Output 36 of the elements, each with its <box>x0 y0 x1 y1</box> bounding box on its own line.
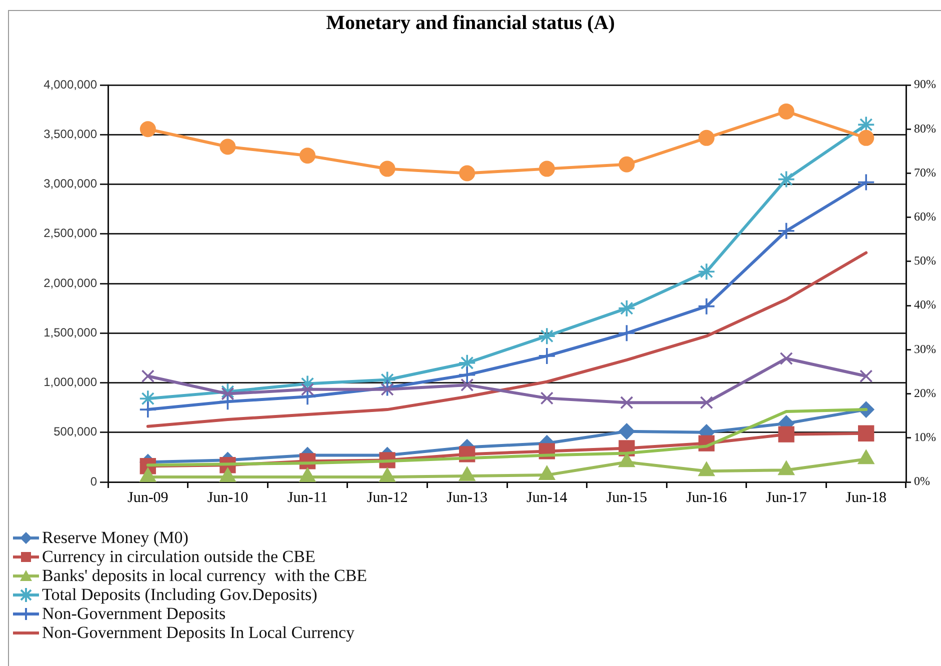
y-tick-label: 2,000,000 <box>44 276 98 290</box>
x-tick-label: Jun-18 <box>846 490 887 506</box>
y2-tick-label: 60% <box>914 209 936 224</box>
chart-title: Monetary and financial status (A) <box>326 12 615 34</box>
y2-tick-label: 40% <box>914 298 936 312</box>
y2-tick-label: 70% <box>914 165 936 180</box>
y-tick-label: 2,500,000 <box>44 226 98 240</box>
y2-tick-label: 90% <box>914 77 936 92</box>
y-tick-label: 0 <box>90 474 98 488</box>
x-tick-label: Jun-17 <box>766 490 808 506</box>
x-tick-label: Jun-14 <box>526 490 568 506</box>
y2-tick-label: 10% <box>914 430 936 444</box>
y-tick-label: 4,000,000 <box>44 77 98 92</box>
y-tick-label: 3,000,000 <box>44 176 98 191</box>
y-tick-label: 3,500,000 <box>44 126 98 141</box>
y-tick-label: 500,000 <box>54 424 98 439</box>
y2-tick-label: 0% <box>914 474 930 488</box>
legend-label: Banks' deposits in local currency with the CBE <box>42 566 368 586</box>
x-tick-label: Jun-09 <box>127 490 168 506</box>
x-tick-label: Jun-16 <box>686 490 728 506</box>
y-tick-label: 1,500,000 <box>44 325 98 340</box>
x-tick-label: Jun-12 <box>366 490 408 506</box>
legend-label: Non-Government Deposits <box>42 604 226 624</box>
x-tick-label: Jun-11 <box>287 490 328 506</box>
x-tick-label: Jun-10 <box>207 490 248 506</box>
y2-tick-label: 30% <box>914 342 936 356</box>
legend-label: Non-Government Deposits In Local Currency <box>42 622 355 642</box>
y-tick-label: 1,000,000 <box>44 375 98 390</box>
legend-label: Total Deposits (Including Gov.Deposits) <box>42 584 318 604</box>
x-tick-label: Jun-15 <box>606 490 648 506</box>
legend-label: Currency in circulation outside the CBE <box>42 546 316 566</box>
x-tick-label: Jun-13 <box>446 490 488 506</box>
y2-tick-label: 20% <box>914 386 936 400</box>
y2-tick-label: 80% <box>914 121 936 136</box>
legend-label: Reserve Money (M0) <box>42 528 188 548</box>
y2-tick-label: 50% <box>914 254 936 268</box>
